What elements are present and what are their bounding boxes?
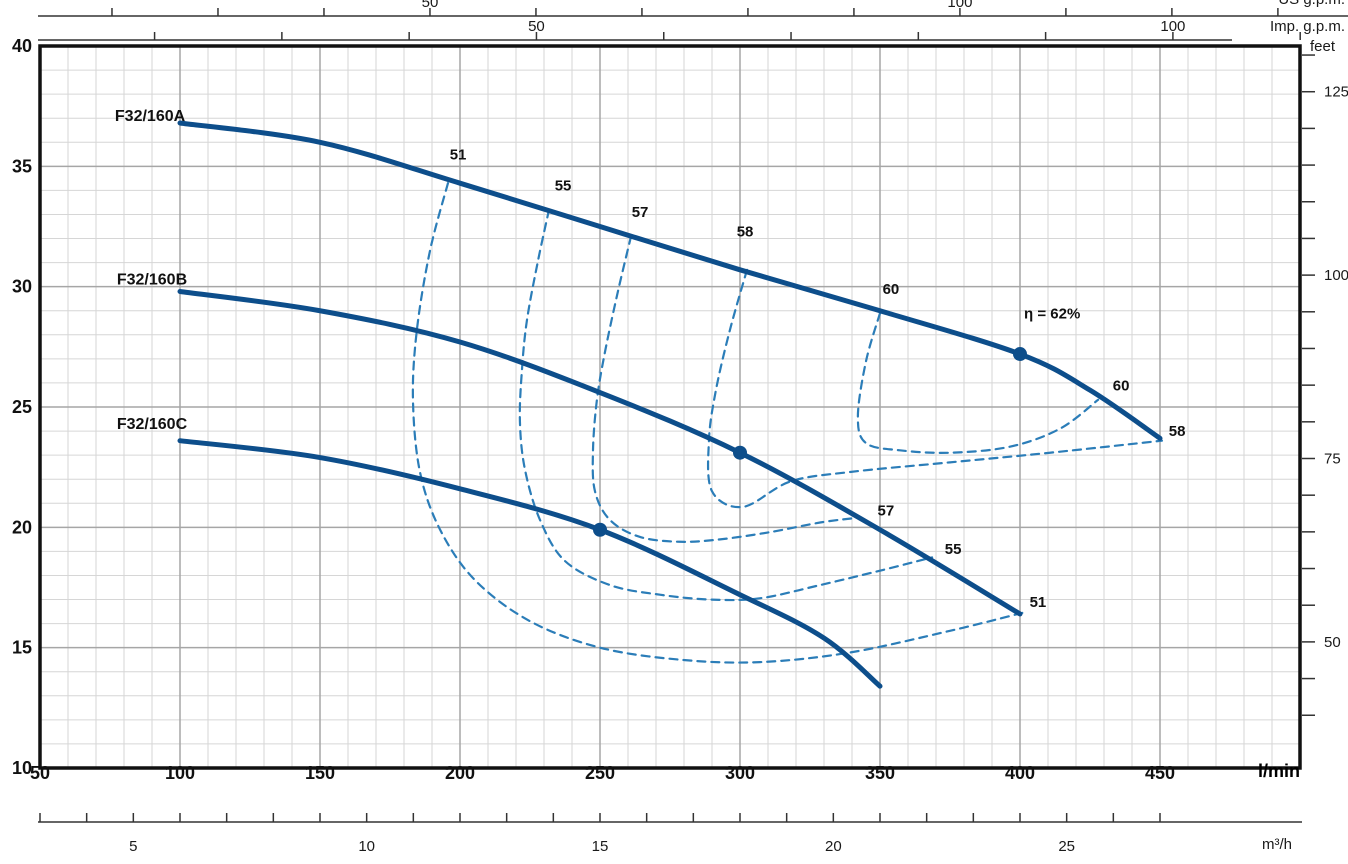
svg-text:57: 57 <box>878 502 895 519</box>
svg-text:400: 400 <box>1005 763 1035 783</box>
curve-F32/160C <box>177 438 883 689</box>
efficiency-contour-51 <box>411 182 1024 664</box>
svg-text:51: 51 <box>450 146 467 163</box>
svg-text:200: 200 <box>445 763 475 783</box>
svg-text:100: 100 <box>165 763 195 783</box>
svg-text:η = 62%: η = 62% <box>1024 305 1080 322</box>
svg-text:100: 100 <box>1160 18 1185 35</box>
efficiency-contour-60 <box>856 312 1100 454</box>
svg-text:15: 15 <box>12 638 32 658</box>
svg-text:50: 50 <box>422 0 439 11</box>
bep-dot-F32/160A <box>1013 347 1027 362</box>
svg-text:450: 450 <box>1145 763 1175 783</box>
svg-text:F32/160A: F32/160A <box>115 108 186 125</box>
svg-text:F32/160B: F32/160B <box>117 271 187 288</box>
svg-text:15: 15 <box>592 838 609 855</box>
svg-text:300: 300 <box>725 763 755 783</box>
svg-text:350: 350 <box>865 763 895 783</box>
lmin-axis-label: l/min <box>1258 761 1301 781</box>
svg-text:60: 60 <box>883 281 900 298</box>
imp-gpm-axis-label: Imp. g.p.m. <box>1269 18 1345 35</box>
svg-text:10: 10 <box>358 838 375 855</box>
svg-text:125: 125 <box>1324 84 1348 101</box>
svg-text:50: 50 <box>30 763 50 783</box>
svg-text:55: 55 <box>945 541 962 558</box>
svg-text:30: 30 <box>12 277 32 297</box>
svg-text:20: 20 <box>12 517 32 537</box>
efficiency-contour-57 <box>591 235 859 543</box>
svg-text:50: 50 <box>1324 634 1341 651</box>
svg-text:58: 58 <box>737 223 754 240</box>
svg-text:F32/160C: F32/160C <box>117 416 188 433</box>
us-gpm-axis-label: US g.p.m. <box>1278 0 1345 8</box>
svg-text:10: 10 <box>12 758 32 778</box>
svg-text:100: 100 <box>947 0 972 11</box>
svg-text:58: 58 <box>1169 423 1186 440</box>
curve-F32/160B <box>177 288 1023 617</box>
svg-text:25: 25 <box>12 397 32 417</box>
svg-text:60: 60 <box>1113 377 1130 394</box>
svg-text:5: 5 <box>129 838 137 855</box>
svg-text:57: 57 <box>632 204 649 221</box>
svg-text:35: 35 <box>12 156 32 176</box>
svg-text:40: 40 <box>12 36 32 56</box>
svg-text:100: 100 <box>1324 267 1348 284</box>
m3h-axis-label: m³/h <box>1262 836 1292 853</box>
svg-text:150: 150 <box>305 763 335 783</box>
bep-dot-F32/160C <box>593 522 607 537</box>
svg-text:20: 20 <box>825 838 842 855</box>
svg-text:51: 51 <box>1030 594 1047 611</box>
svg-text:25: 25 <box>1058 838 1075 855</box>
svg-text:55: 55 <box>555 178 572 195</box>
efficiency-contour-58 <box>706 268 1164 509</box>
curve-F32/160A <box>177 120 1163 441</box>
efficiency-contour-55 <box>518 208 934 602</box>
svg-text:250: 250 <box>585 763 615 783</box>
feet-axis-label: feet <box>1310 38 1336 55</box>
bep-dot-F32/160B <box>733 445 747 460</box>
svg-text:75: 75 <box>1324 451 1341 468</box>
svg-text:50: 50 <box>528 18 545 35</box>
